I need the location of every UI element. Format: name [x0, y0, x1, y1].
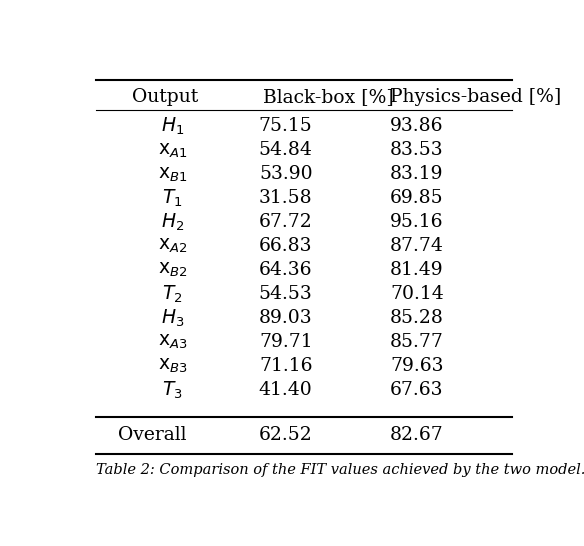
Text: 54.53: 54.53 — [259, 285, 312, 303]
Text: 62.52: 62.52 — [259, 426, 312, 444]
Text: Black-box [%]: Black-box [%] — [263, 88, 394, 106]
Text: $\mathrm{x}_{B3}$: $\mathrm{x}_{B3}$ — [158, 357, 187, 375]
Text: 69.85: 69.85 — [390, 189, 444, 207]
Text: $\mathrm{x}_{B1}$: $\mathrm{x}_{B1}$ — [158, 165, 187, 183]
Text: 83.19: 83.19 — [390, 165, 444, 183]
Text: Physics-based [%]: Physics-based [%] — [390, 88, 561, 106]
Text: $\mathrm{x}_{A1}$: $\mathrm{x}_{A1}$ — [158, 141, 187, 159]
Text: 93.86: 93.86 — [390, 117, 444, 135]
Text: 83.53: 83.53 — [390, 141, 444, 159]
Text: 64.36: 64.36 — [259, 262, 312, 279]
Text: 79.71: 79.71 — [259, 333, 312, 351]
Text: 89.03: 89.03 — [259, 309, 312, 327]
Text: $T_1$: $T_1$ — [162, 188, 183, 209]
Text: 85.28: 85.28 — [390, 309, 444, 327]
Text: 67.63: 67.63 — [390, 381, 444, 399]
Text: 66.83: 66.83 — [259, 238, 312, 256]
Text: $\mathrm{x}_{B2}$: $\mathrm{x}_{B2}$ — [158, 261, 187, 280]
Text: 67.72: 67.72 — [259, 213, 312, 232]
Text: 71.16: 71.16 — [259, 357, 312, 375]
Text: 85.77: 85.77 — [390, 333, 444, 351]
Text: 53.90: 53.90 — [259, 165, 312, 183]
Text: Overall: Overall — [118, 426, 187, 444]
Text: $H_1$: $H_1$ — [161, 116, 184, 137]
Text: 79.63: 79.63 — [390, 357, 444, 375]
Text: $\mathrm{x}_{A3}$: $\mathrm{x}_{A3}$ — [158, 333, 187, 351]
Text: 31.58: 31.58 — [259, 189, 312, 207]
Text: 70.14: 70.14 — [390, 285, 444, 303]
Text: Output: Output — [132, 88, 198, 106]
Text: 95.16: 95.16 — [390, 213, 444, 232]
Text: 81.49: 81.49 — [390, 262, 444, 279]
Text: $H_2$: $H_2$ — [161, 212, 184, 233]
Text: Table 2: Comparison of the FIT values achieved by the two model...: Table 2: Comparison of the FIT values ac… — [96, 463, 584, 477]
Text: $H_3$: $H_3$ — [161, 307, 184, 329]
Text: $T_3$: $T_3$ — [162, 379, 183, 401]
Text: 87.74: 87.74 — [390, 238, 444, 256]
Text: 54.84: 54.84 — [259, 141, 312, 159]
Text: 75.15: 75.15 — [259, 117, 312, 135]
Text: 41.40: 41.40 — [259, 381, 312, 399]
Text: $\mathrm{x}_{A2}$: $\mathrm{x}_{A2}$ — [158, 237, 187, 256]
Text: 82.67: 82.67 — [390, 426, 444, 444]
Text: $T_2$: $T_2$ — [162, 283, 183, 305]
